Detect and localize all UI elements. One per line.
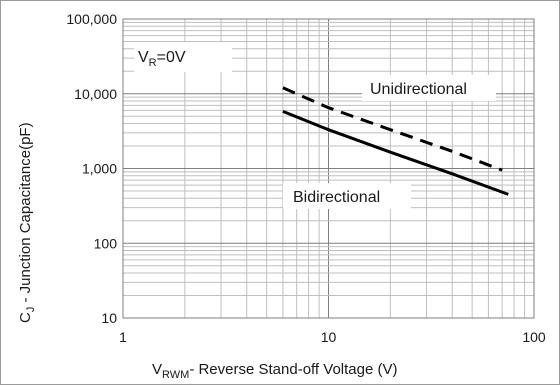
y-tick-label: 10 <box>101 310 117 326</box>
x-axis-title-sub: RWM <box>162 369 189 381</box>
y-axis-title-main: C <box>17 312 34 323</box>
x-axis-title-rest: - Reverse Stand-off Voltage (V) <box>189 361 397 378</box>
series-line-bidirectional <box>282 110 509 196</box>
y-axis-title: CJ - Junction Capacitance(pF) <box>17 122 37 323</box>
series-label-unidirectional: Unidirectional <box>370 81 467 98</box>
y-axis-title-sub: J <box>25 307 37 313</box>
grid-lines <box>123 19 534 318</box>
x-tick-labels: 1 10 100 <box>119 329 546 345</box>
series-lines <box>282 86 509 196</box>
condition-sub: R <box>149 57 157 69</box>
x-axis-title: VRWM- Reverse Stand-off Voltage (V) <box>152 361 397 381</box>
condition-label-box <box>134 42 232 72</box>
y-tick-label: 1,000 <box>82 161 117 177</box>
bidirectional-label-box <box>283 183 411 209</box>
y-tick-label: 100 <box>94 235 118 251</box>
condition-rest: =0V <box>157 49 186 66</box>
condition-main: V <box>138 49 149 66</box>
x-tick-label: 100 <box>522 329 546 345</box>
x-axis-title-main: V <box>152 361 162 378</box>
series-line-unidirectional <box>282 86 503 172</box>
series-label-bidirectional: Bidirectional <box>293 189 380 206</box>
y-tick-label: 10,000 <box>74 86 117 102</box>
y-tick-labels: 10 100 1,000 10,000 100,000 <box>66 11 117 326</box>
x-tick-label: 10 <box>321 329 337 345</box>
y-axis-title-rest: - Junction Capacitance(pF) <box>17 122 34 306</box>
unidirectional-label-box <box>362 75 496 101</box>
condition-label: VR=0V <box>138 49 186 69</box>
x-tick-label: 1 <box>119 329 127 345</box>
y-tick-label: 100,000 <box>66 11 117 27</box>
plot-area-border <box>122 18 535 319</box>
